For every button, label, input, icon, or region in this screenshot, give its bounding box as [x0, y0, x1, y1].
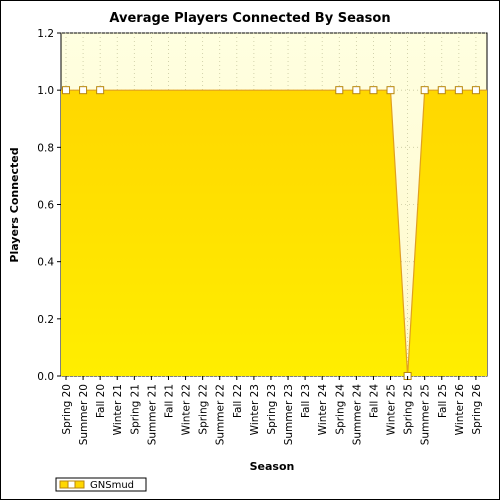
- y-axis-ticks: 0.0 0.2 0.4 0.6 0.8 1.0 1.2: [37, 28, 61, 383]
- y-tick-label: 1.0: [37, 85, 54, 97]
- x-tick-label: Fall 22: [232, 384, 244, 418]
- y-tick-label: 1.2: [37, 28, 54, 40]
- x-tick-label: Fall 24: [368, 384, 380, 418]
- series-line-gnsmud: [61, 89, 487, 377]
- data-point-marker: [79, 86, 88, 95]
- data-point-marker: [62, 86, 70, 95]
- series-markers: [62, 86, 480, 380]
- x-tick-label: Winter 24: [317, 384, 329, 436]
- data-point-marker: [454, 86, 463, 95]
- y-tick-label: 0.0: [37, 371, 54, 383]
- data-point-marker: [386, 86, 395, 95]
- x-tick-label: Summer 24: [351, 384, 363, 446]
- data-point-marker: [369, 86, 378, 95]
- legend-marker: [67, 480, 76, 489]
- y-axis-title: Players Connected: [8, 147, 21, 262]
- y-tick-label: 0.8: [37, 142, 54, 154]
- y-tick-label: 0.2: [37, 314, 54, 326]
- series-area-gnsmud: [61, 90, 487, 377]
- x-tick-label: Spring 25: [403, 384, 415, 435]
- x-tick-label: Winter 25: [386, 384, 398, 435]
- x-tick-label: Fall 21: [163, 384, 175, 418]
- x-axis-title: Season: [250, 460, 295, 473]
- x-tick-label: Spring 20: [61, 384, 73, 435]
- y-tick-label: 0.6: [37, 200, 54, 212]
- data-point-marker: [96, 86, 105, 95]
- legend-label-gnsmud: GNSmud: [90, 480, 134, 491]
- data-point-marker: [471, 86, 480, 95]
- x-tick-label: Summer 21: [146, 384, 158, 445]
- data-point-marker: [437, 86, 446, 95]
- x-axis-ticks: Spring 20 Summer 20 Fall 20 Winter 21 Spring…: [61, 376, 483, 445]
- x-tick-label: Winter 21: [112, 384, 124, 435]
- data-point-marker: [420, 86, 429, 95]
- x-tick-label: Winter 23: [249, 384, 261, 435]
- x-tick-label: Spring 23: [266, 384, 278, 435]
- x-tick-label: Summer 23: [283, 384, 295, 445]
- x-tick-label: Winter 22: [181, 384, 193, 435]
- x-tick-label: Spring 21: [129, 384, 141, 435]
- x-tick-label: Spring 26: [471, 384, 483, 435]
- x-tick-label: Spring 22: [198, 384, 210, 435]
- series-area-layer: [61, 89, 487, 377]
- x-tick-label: Spring 24: [334, 384, 346, 435]
- x-tick-label: Fall 20: [95, 384, 107, 418]
- data-point-marker: [352, 86, 361, 95]
- y-tick-label: 0.4: [37, 257, 54, 269]
- x-tick-label: Summer 25: [420, 384, 432, 445]
- x-tick-label: Summer 20: [78, 384, 90, 445]
- chart-title: Average Players Connected By Season: [109, 11, 390, 26]
- x-tick-label: Fall 23: [300, 384, 312, 418]
- x-tick-label: Fall 25: [437, 384, 449, 418]
- data-point-marker: [335, 86, 344, 95]
- legend: GNSmud: [55, 477, 147, 492]
- x-tick-label: Winter 26: [454, 384, 466, 436]
- x-tick-label: Summer 22: [215, 384, 227, 445]
